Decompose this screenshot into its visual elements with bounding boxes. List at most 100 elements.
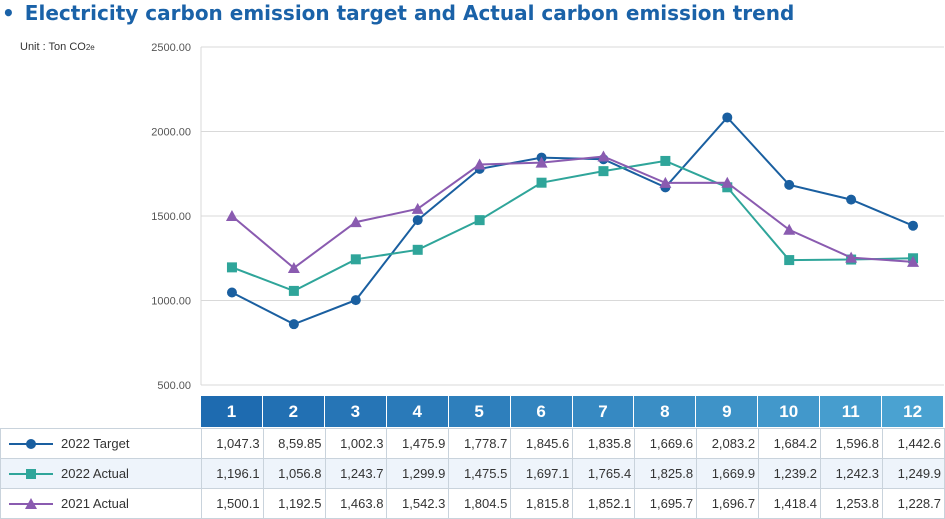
table-cell-value: 1,596.8	[820, 428, 883, 459]
data-point	[350, 295, 361, 306]
data-point	[784, 179, 795, 190]
table-cell-value: 1,442.6	[881, 428, 945, 459]
series-label-cell: 2022 Actual	[0, 458, 202, 489]
table-cell-value: 2,083.2	[696, 428, 760, 459]
table-cell-value: 1,196.1	[200, 458, 264, 489]
data-point	[597, 150, 610, 162]
table-cell-value: 8,59.85	[262, 428, 326, 459]
y-tick-label: 2000.00	[151, 127, 191, 139]
title-bullet: •	[2, 1, 15, 25]
data-point	[721, 176, 734, 188]
data-point	[846, 194, 857, 205]
data-point	[350, 254, 361, 265]
table-cell-value: 1,695.7	[634, 488, 698, 519]
table-cell-value: 1,242.3	[820, 458, 883, 489]
table-cell-value: 1,249.9	[881, 458, 945, 489]
legend-symbol	[9, 497, 53, 509]
data-point	[908, 220, 919, 231]
table-cell-value: 1,852.1	[572, 488, 636, 519]
legend-marker	[26, 468, 36, 479]
table-cell-value: 1,835.8	[572, 428, 636, 459]
table-cell-value: 1,475.5	[448, 458, 512, 489]
month-header-cell: 11	[820, 396, 883, 427]
unit-label: Unit : Ton CO2e	[20, 41, 95, 53]
month-header-cell: 1	[201, 396, 263, 427]
month-header-cell: 3	[324, 396, 387, 427]
data-point	[225, 209, 238, 221]
month-header-cell: 10	[758, 396, 821, 427]
month-header-cell: 12	[882, 396, 945, 427]
table-cell-value: 1,418.4	[758, 488, 821, 519]
table-cell-value: 1,002.3	[324, 428, 388, 459]
table-cell-value: 1,669.9	[696, 458, 760, 489]
series-line	[231, 115, 914, 326]
table-cell-value: 1,299.9	[386, 458, 450, 489]
chart-title: • Electricity carbon emission target and…	[2, 0, 794, 26]
month-header-cell: 5	[448, 396, 511, 427]
series-label-cell: 2022 Target	[0, 428, 202, 459]
data-point	[845, 251, 858, 263]
table-cell-value: 1,239.2	[758, 458, 821, 489]
table-cell-value: 1,475.9	[386, 428, 450, 459]
table-cell-value: 1,192.5	[262, 488, 326, 519]
unit-label-text: Unit : Ton CO	[20, 41, 86, 53]
data-point	[474, 215, 485, 226]
table-cell-value: 1,056.8	[262, 458, 326, 489]
table-cell-value: 1,697.1	[510, 458, 574, 489]
table-cell-value: 1,253.8	[820, 488, 883, 519]
table-cell-value: 1,684.2	[758, 428, 821, 459]
data-point	[784, 255, 795, 266]
table-cell-value: 1,845.6	[510, 428, 574, 459]
month-header-cell: 4	[386, 396, 449, 427]
data-point	[660, 155, 671, 166]
table-cell-value: 1,463.8	[324, 488, 388, 519]
data-point	[659, 176, 672, 188]
legend-symbol	[9, 468, 53, 479]
legend-marker	[25, 497, 37, 509]
table-cell-value: 1,228.7	[881, 488, 945, 519]
y-tick-label: 1000.00	[151, 296, 191, 308]
table-cell-value: 1,765.4	[572, 458, 636, 489]
data-point	[226, 287, 237, 298]
table-cell-value: 1,047.3	[200, 428, 264, 459]
data-point	[722, 112, 733, 123]
data-point	[288, 285, 299, 296]
data-point	[536, 177, 547, 188]
table-cell-value: 1,778.7	[448, 428, 512, 459]
y-tick-label: 500.00	[157, 380, 191, 392]
series-name: 2021 Actual	[61, 496, 129, 511]
series-line	[231, 159, 914, 292]
data-point	[412, 244, 423, 255]
table-cell-value: 1,696.7	[696, 488, 760, 519]
month-header-cell: 7	[572, 396, 635, 427]
table-cell-value: 1,669.6	[634, 428, 698, 459]
data-point	[783, 223, 796, 235]
series-name: 2022 Actual	[61, 466, 129, 481]
data-point	[288, 319, 299, 330]
table-cell-value: 1,815.8	[510, 488, 574, 519]
data-point	[349, 216, 362, 228]
y-tick-label: 1500.00	[151, 211, 191, 223]
table-row: 2022 Target 1,047.3 8,59.85 1,002.3 1,475.9 1…	[0, 428, 945, 459]
month-header-row: 1 2 3 4 5 6 7 8 9 10 11 12	[201, 396, 945, 427]
table-cell-value: 1,542.3	[386, 488, 450, 519]
legend-marker	[26, 438, 36, 449]
month-header-cell: 9	[696, 396, 759, 427]
month-header-cell: 8	[634, 396, 697, 427]
data-point	[473, 158, 486, 170]
series-line	[231, 155, 914, 270]
series-label-cell: 2021 Actual	[0, 488, 202, 519]
month-header-cell: 2	[262, 396, 325, 427]
table-row: 2022 Actual 1,196.1 1,056.8 1,243.7 1,299.9 1…	[0, 458, 945, 489]
chart-title-text: Electricity carbon emission target and A…	[24, 1, 795, 25]
data-point	[226, 262, 237, 273]
data-point	[412, 215, 423, 226]
table-cell-value: 1,500.1	[200, 488, 264, 519]
table-cell-value: 1,825.8	[634, 458, 698, 489]
data-point	[598, 166, 609, 177]
y-tick-label: 2500.00	[151, 42, 191, 54]
table-cell-value: 1,804.5	[448, 488, 512, 519]
legend-symbol	[9, 438, 53, 449]
data-point	[411, 202, 424, 214]
data-point	[907, 255, 920, 267]
